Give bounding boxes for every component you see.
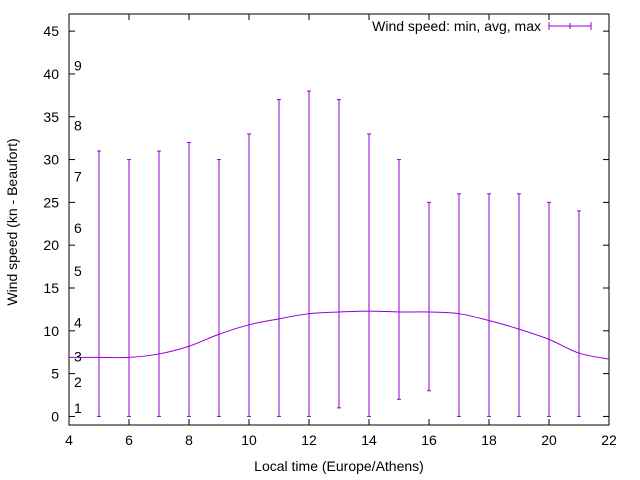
legend: Wind speed: min, avg, max [372, 18, 592, 34]
average-wind-line [69, 310, 610, 360]
x-tick-label: 12 [301, 432, 317, 448]
x-tick-label: 22 [601, 432, 617, 448]
error-bar [547, 201, 551, 417]
x-tick-label: 16 [421, 432, 437, 448]
beaufort-label-5: 5 [74, 263, 82, 279]
y-tick-label: 25 [43, 194, 59, 210]
x-axis-label: Local time (Europe/Athens) [254, 458, 424, 474]
beaufort-label-7: 7 [74, 169, 82, 185]
x-tick-label: 18 [481, 432, 497, 448]
x-tick-label: 4 [65, 432, 73, 448]
error-bar [217, 159, 221, 417]
error-bar [247, 133, 251, 417]
min-max-error-bars [97, 90, 581, 417]
x-tick-label: 8 [185, 432, 193, 448]
error-bar [427, 201, 431, 392]
error-bar [307, 90, 311, 417]
legend-label: Wind speed: min, avg, max [372, 18, 541, 34]
y-tick-label: 45 [43, 23, 59, 39]
error-bar [517, 193, 521, 417]
error-bar [187, 141, 191, 417]
x-axis-ticks: 4 6 8 10 12 14 16 18 20 22 [65, 14, 617, 448]
error-bar [367, 133, 371, 417]
y-tick-label: 15 [43, 280, 59, 296]
y-tick-label: 20 [43, 237, 59, 253]
y-tick-label: 35 [43, 109, 59, 125]
y-tick-label: 40 [43, 66, 59, 82]
x-tick-label: 6 [125, 432, 133, 448]
plot-frame [68, 13, 610, 426]
x-tick-label: 10 [241, 432, 257, 448]
error-bar [127, 159, 131, 417]
y-tick-label: 10 [43, 323, 59, 339]
y-tick-label: 5 [51, 366, 59, 382]
beaufort-label-1: 1 [74, 400, 82, 416]
error-bar [397, 159, 401, 400]
beaufort-scale-labels: 1 2 3 4 5 6 7 8 9 [74, 57, 82, 416]
beaufort-label-2: 2 [74, 374, 82, 390]
y-tick-label: 0 [51, 408, 59, 424]
beaufort-label-8: 8 [74, 117, 82, 133]
beaufort-label-4: 4 [74, 314, 82, 330]
error-bar [487, 193, 491, 417]
error-bar [457, 193, 461, 417]
y-tick-label: 30 [43, 152, 59, 168]
y-axis-label: Wind speed (kn - Beaufort) [4, 138, 20, 305]
x-tick-label: 14 [361, 432, 377, 448]
error-bar [97, 150, 101, 417]
error-bar [577, 210, 581, 417]
x-tick-label: 20 [541, 432, 557, 448]
beaufort-label-6: 6 [74, 220, 82, 236]
beaufort-label-9: 9 [74, 57, 82, 73]
error-bar [277, 99, 281, 417]
error-bar [337, 99, 341, 409]
error-bar [157, 150, 161, 417]
beaufort-label-3: 3 [74, 349, 82, 365]
